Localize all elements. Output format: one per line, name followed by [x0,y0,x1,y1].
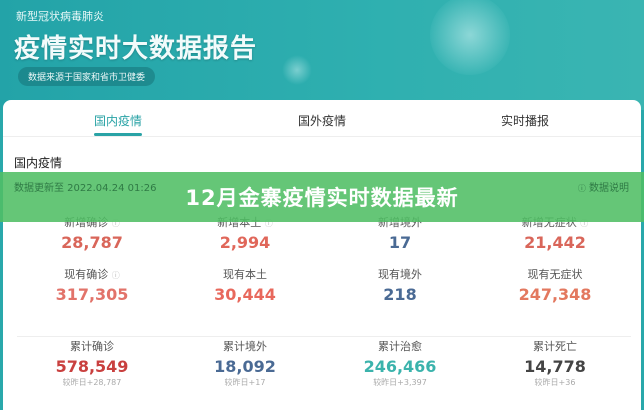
stats-card: 国内疫情 国外疫情 实时播报 国内疫情 新增确诊 ⓘ 28,787 新增本土 ⓘ 2,… [3,100,641,410]
stat-value: 246,466 [363,357,437,376]
question-circle-icon: ⓘ [577,184,586,193]
title-banner: 12月金寨疫情实时数据最新 [0,172,644,222]
stat-value: 14,778 [524,357,586,376]
tab-bar: 国内疫情 国外疫情 实时播报 [3,100,641,137]
stat-item: 现有无症状 247,348 [480,266,630,304]
question-circle-icon[interactable]: ⓘ [111,271,120,280]
stat-value: 17 [388,233,412,252]
stat-item: 累计境外 18,092 较昨日+17 [170,338,320,388]
stat-value: 578,549 [55,357,129,376]
tab-overseas[interactable]: 国外疫情 [297,114,347,128]
tab-live[interactable]: 实时播报 [500,114,550,128]
stat-label: 现有无症状 [527,268,583,281]
update-time: 数据更新至 2022.04.24 01:26 [14,183,157,194]
stat-label: 现有境外 [378,268,422,281]
stat-compare: 较昨日+17 [224,378,266,387]
section-title: 国内疫情 [14,156,63,170]
question-circle-icon[interactable]: ⓘ [580,219,589,228]
header-subtitle: 新型冠状病毒肺炎 [16,10,104,23]
stat-value: 317,305 [55,285,129,304]
stat-compare: 较昨日+3,397 [373,378,427,387]
header-title: 疫情实时大数据报告 [14,34,258,64]
virus-illustration [282,55,312,85]
stat-item: 累计确诊 578,549 较昨日+28,787 [17,338,167,388]
data-explain-label: 数据说明 [589,183,629,194]
data-source-badge: 数据来源于国家和省市卫健委 [18,67,156,86]
stat-value: 247,348 [518,285,592,304]
stat-value: 218 [383,285,417,304]
divider [17,336,631,337]
stat-label: 累计治愈 [378,340,422,353]
stat-item: 累计死亡 14,778 较昨日+36 [480,338,630,388]
stat-value: 21,442 [524,233,586,252]
stat-value: 18,092 [214,357,276,376]
stat-compare: 较昨日+28,787 [62,378,122,387]
stat-value: 30,444 [214,285,276,304]
stat-label: 累计死亡 [533,340,577,353]
stat-label: 累计境外 [223,340,267,353]
stat-compare: 较昨日+36 [534,378,576,387]
question-circle-icon[interactable]: ⓘ [264,219,273,228]
stat-label: 现有本土 [223,268,267,281]
stat-value: 28,787 [61,233,123,252]
tab-domestic[interactable]: 国内疫情 [93,114,143,136]
stat-value: 2,994 [219,233,271,252]
stat-item: 现有境外 218 [325,266,475,304]
stat-item: 现有确诊 ⓘ 317,305 [17,266,167,304]
question-circle-icon[interactable]: ⓘ [111,219,120,228]
report-header: 新型冠状病毒肺炎 疫情实时大数据报告 数据来源于国家和省市卫健委 [0,0,644,110]
data-explain-link[interactable]: ⓘ 数据说明 [578,179,629,194]
stat-label: 现有确诊 ⓘ [64,268,120,281]
stat-label: 累计确诊 [70,340,114,353]
virus-illustration [430,0,510,75]
stat-item: 现有本土 30,444 [170,266,320,304]
stat-item: 累计治愈 246,466 较昨日+3,397 [325,338,475,388]
